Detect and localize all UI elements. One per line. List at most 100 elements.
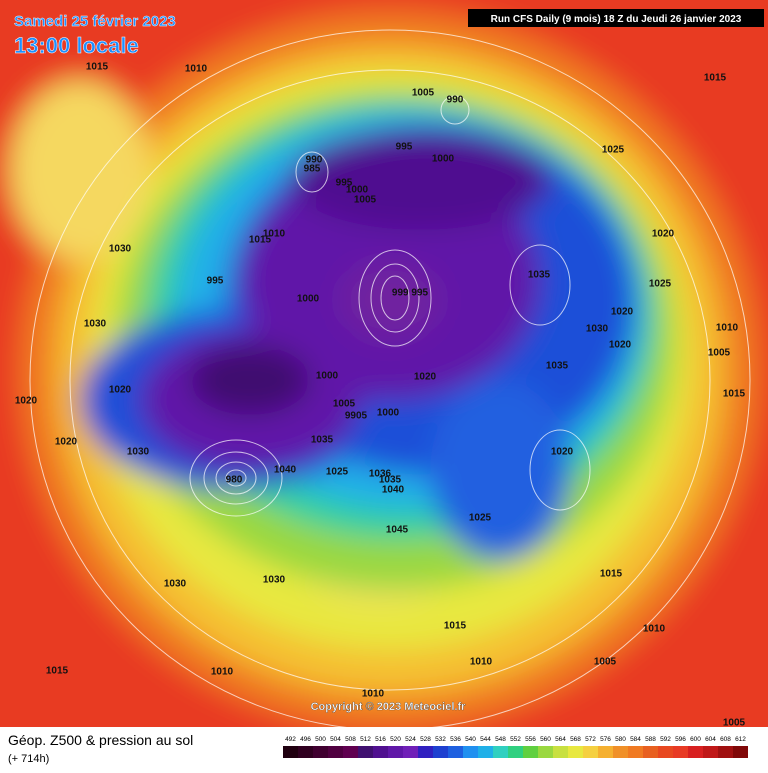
- pressure-label: 1045: [386, 525, 409, 536]
- pressure-label: 1030: [127, 447, 150, 458]
- pressure-label: 1010: [362, 689, 385, 700]
- pressure-label: 1020: [652, 229, 675, 240]
- pressure-label: 1030: [263, 575, 286, 586]
- scale-label: 500: [315, 736, 326, 743]
- pressure-label: 1035: [528, 270, 551, 281]
- pressure-label: 1015: [704, 73, 727, 84]
- scale-label: 528: [420, 736, 431, 743]
- pressure-label: 1020: [551, 447, 574, 458]
- pressure-label: 1030: [109, 244, 132, 255]
- pressure-label: 1015: [249, 235, 272, 246]
- scale-swatch: [568, 746, 583, 758]
- pressure-label: 1000: [377, 408, 400, 419]
- footer-title: Géop. Z500 & pression au sol: [8, 732, 193, 748]
- scale-swatch: [373, 746, 388, 758]
- pressure-label: 1005: [354, 195, 377, 206]
- scale-swatch: [703, 746, 718, 758]
- scale-label: 524: [405, 736, 416, 743]
- pressure-label: 1020: [109, 385, 132, 396]
- scale-swatch: [298, 746, 313, 758]
- pressure-label: 1000: [346, 185, 369, 196]
- scale-swatch: [493, 746, 508, 758]
- pressure-label: 1010: [643, 624, 666, 635]
- pressure-label: 1036: [369, 469, 392, 480]
- scale-label: 508: [345, 736, 356, 743]
- scale-label: 520: [390, 736, 401, 743]
- scale-label: 516: [375, 736, 386, 743]
- scale-swatch: [718, 746, 733, 758]
- scale-swatch: [643, 746, 658, 758]
- scale-label: 564: [555, 736, 566, 743]
- pressure-label: 1000: [432, 154, 455, 165]
- scale-label: 512: [360, 736, 371, 743]
- footer-lead: (+ 714h): [8, 753, 49, 765]
- scale-label: 504: [330, 736, 341, 743]
- scale-label: 588: [645, 736, 656, 743]
- pressure-label: 1020: [414, 372, 437, 383]
- pressure-label: 1010: [263, 229, 286, 240]
- scale-swatch: [463, 746, 478, 758]
- pressure-label: 985: [304, 164, 321, 175]
- pressure-label: 1015: [86, 62, 109, 73]
- pressure-label: 1025: [649, 279, 672, 290]
- pressure-label: 999 995: [392, 288, 429, 299]
- scale-label: 568: [570, 736, 581, 743]
- scale-swatch: [358, 746, 373, 758]
- scale-swatch: [328, 746, 343, 758]
- pressure-label: 995: [207, 276, 224, 287]
- pressure-label: 1015: [600, 569, 623, 580]
- pressure-label: 995: [396, 142, 413, 153]
- pressure-label: 1000: [316, 371, 339, 382]
- scale-swatch: [733, 746, 748, 758]
- pressure-label: 1020: [609, 340, 632, 351]
- scale-swatch: [478, 746, 493, 758]
- scale-label: 560: [540, 736, 551, 743]
- scale-swatch: [553, 746, 568, 758]
- scale-swatch: [448, 746, 463, 758]
- pressure-label: 1025: [602, 145, 625, 156]
- pressure-label: 1010: [185, 64, 208, 75]
- scale-label: 600: [690, 736, 701, 743]
- pressure-label: 980: [226, 475, 243, 486]
- scale-swatch: [343, 746, 358, 758]
- scale-swatch: [283, 746, 298, 758]
- pressure-label: 1005: [708, 348, 731, 359]
- scale-label: 608: [720, 736, 731, 743]
- scale-label: 580: [615, 736, 626, 743]
- scale-label: 536: [450, 736, 461, 743]
- scale-swatch: [628, 746, 643, 758]
- pressure-label: 1025: [326, 467, 349, 478]
- pressure-label: 990: [447, 95, 464, 106]
- scale-label: 552: [510, 736, 521, 743]
- pressure-label: 1040: [382, 485, 405, 496]
- pressure-label: 9905: [345, 411, 368, 422]
- pressure-label: 1005: [333, 399, 356, 410]
- pressure-label: 1010: [470, 657, 493, 668]
- pressure-label: 1020: [55, 437, 78, 448]
- scale-swatch: [508, 746, 523, 758]
- pressure-label: 990: [306, 155, 323, 166]
- scale-swatch: [388, 746, 403, 758]
- scale-swatch: [523, 746, 538, 758]
- scale-swatch: [658, 746, 673, 758]
- scale-swatch: [418, 746, 433, 758]
- pressure-label: 1035: [311, 435, 334, 446]
- pressure-label: 1010: [716, 323, 739, 334]
- scale-label: 492: [285, 736, 296, 743]
- pressure-label: 1030: [164, 579, 187, 590]
- time-title: 13:00 locale: [14, 33, 139, 58]
- scale-label: 544: [480, 736, 491, 743]
- scale-swatch: [613, 746, 628, 758]
- pressure-label: 995: [336, 178, 353, 189]
- scale-label: 596: [675, 736, 686, 743]
- scale-swatch: [313, 746, 328, 758]
- pressure-label: 1035: [379, 475, 402, 486]
- pressure-label: 1035: [546, 361, 569, 372]
- pressure-label: 1005: [412, 88, 435, 99]
- scale-label: 604: [705, 736, 716, 743]
- scale-label: 540: [465, 736, 476, 743]
- scale-label: 572: [585, 736, 596, 743]
